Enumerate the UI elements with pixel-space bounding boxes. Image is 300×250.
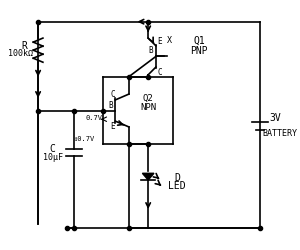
Text: B: B xyxy=(108,101,113,110)
Text: LED: LED xyxy=(168,181,186,191)
Text: 3V: 3V xyxy=(270,113,281,123)
Text: Q1: Q1 xyxy=(194,36,205,46)
Text: C: C xyxy=(158,68,162,77)
Text: C: C xyxy=(110,90,115,98)
Text: R: R xyxy=(22,41,28,51)
Text: 10μF: 10μF xyxy=(43,153,63,162)
Text: 100kΩ: 100kΩ xyxy=(8,49,33,58)
Text: C: C xyxy=(50,144,56,154)
Text: X: X xyxy=(167,36,172,44)
Text: E: E xyxy=(158,38,162,46)
Text: B: B xyxy=(149,46,153,55)
Text: NPN: NPN xyxy=(140,103,156,112)
Text: Q2: Q2 xyxy=(143,94,154,104)
Text: BATTERY: BATTERY xyxy=(262,129,297,138)
Text: 0.7V: 0.7V xyxy=(85,115,103,121)
Text: D: D xyxy=(174,173,180,183)
Text: ↕0.7V: ↕0.7V xyxy=(73,136,94,142)
Text: E: E xyxy=(110,122,115,132)
Polygon shape xyxy=(142,173,154,180)
Text: PNP: PNP xyxy=(190,46,208,56)
